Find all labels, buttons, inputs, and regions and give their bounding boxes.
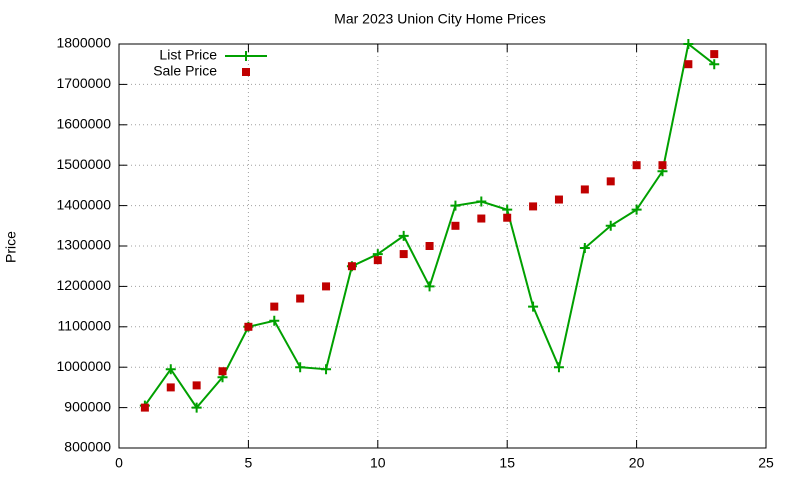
y-tick-label: 1600000	[56, 116, 111, 132]
x-tick-label: 0	[115, 455, 123, 471]
point-marker	[476, 196, 487, 207]
y-tick-label: 1000000	[56, 358, 111, 374]
point-marker	[658, 161, 667, 170]
y-tick-label: 1400000	[56, 196, 111, 212]
point-marker	[241, 51, 251, 61]
point-marker	[242, 68, 250, 76]
point-marker	[244, 322, 253, 331]
y-tick-label: 1800000	[56, 35, 111, 51]
point-marker	[709, 59, 720, 70]
x-tick-label: 15	[499, 455, 515, 471]
x-tick-label: 25	[758, 455, 774, 471]
point-marker	[269, 315, 280, 326]
point-marker	[528, 301, 539, 312]
y-tick-label: 800000	[64, 439, 111, 455]
point-marker	[632, 161, 641, 170]
y-tick-label: 1100000	[58, 318, 112, 334]
point-marker	[218, 367, 227, 376]
point-marker	[166, 383, 175, 392]
y-axis-label: Price	[3, 231, 19, 263]
legend-label: Sale Price	[153, 63, 217, 79]
point-marker	[347, 262, 356, 271]
point-marker	[399, 250, 408, 259]
point-marker	[529, 202, 538, 211]
y-tick-label: 1300000	[56, 237, 111, 253]
point-marker	[322, 282, 331, 291]
point-marker	[165, 364, 176, 375]
point-marker	[373, 256, 382, 265]
point-marker	[710, 50, 719, 59]
x-tick-label: 20	[629, 455, 645, 471]
point-marker	[192, 381, 201, 390]
y-tick-label: 1500000	[56, 156, 111, 172]
point-marker	[683, 39, 694, 49]
point-marker	[553, 362, 564, 373]
point-marker	[140, 403, 149, 412]
point-marker	[684, 60, 693, 69]
point-marker	[398, 230, 409, 241]
series-line	[144, 42, 715, 410]
point-marker	[502, 204, 513, 215]
point-marker	[579, 243, 590, 254]
point-marker	[605, 220, 616, 231]
point-marker	[450, 200, 461, 211]
point-marker	[295, 362, 306, 373]
x-tick-label: 5	[245, 455, 253, 471]
y-tick-label: 1700000	[56, 75, 111, 91]
plot-frame	[118, 43, 767, 449]
point-marker	[424, 281, 435, 292]
chart-title: Mar 2023 Union City Home Prices	[334, 11, 546, 27]
point-marker	[270, 302, 279, 311]
point-marker	[554, 195, 563, 204]
y-tick-label: 900000	[64, 398, 111, 414]
point-marker	[606, 177, 615, 186]
point-marker	[503, 213, 512, 222]
y-tick-label: 1200000	[56, 277, 111, 293]
legend-label: List Price	[159, 47, 217, 63]
point-marker	[296, 294, 305, 303]
point-marker	[580, 185, 589, 194]
point-marker	[425, 242, 434, 250]
point-marker	[631, 204, 642, 215]
point-marker	[451, 221, 460, 230]
point-marker	[477, 214, 486, 223]
x-tick-label: 10	[370, 455, 386, 471]
point-marker	[321, 364, 332, 375]
point-marker	[191, 402, 202, 413]
